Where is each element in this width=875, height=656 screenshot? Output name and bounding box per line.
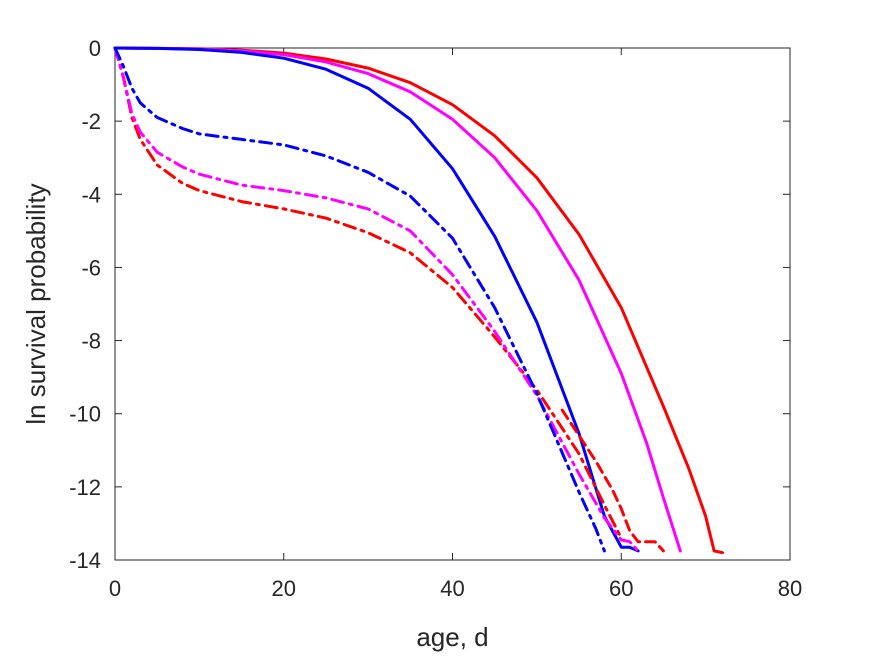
series-line-6 [113,46,640,553]
series-layer [113,46,724,555]
y-tick-label: -10 [69,402,101,427]
x-tick-label: 80 [778,576,802,601]
x-tick-label: 0 [109,576,121,601]
series-line-7 [113,46,606,553]
y-tick-label: -2 [81,109,101,134]
y-axis-title: ln survival probability [21,183,51,424]
series-line-4 [113,46,623,540]
y-tick-label: -6 [81,255,101,280]
series-line-3 [113,46,640,553]
x-tick-label: 60 [609,576,633,601]
y-tick-label: -12 [69,475,101,500]
series-line-5 [560,408,665,553]
x-tick-label: 20 [272,576,296,601]
y-tick-label: -4 [81,182,101,207]
y-tick-label: -14 [69,548,101,573]
y-tick-label: 0 [89,36,101,61]
x-axis-title: age, d [416,622,488,652]
x-tick-label: 40 [440,576,464,601]
y-tick-label: -8 [81,329,101,354]
x-axis-ticks: 0 20 40 60 80 [109,48,802,601]
y-axis-ticks: 0 -2 -4 -6 -8 -10 -12 -14 [69,36,790,573]
